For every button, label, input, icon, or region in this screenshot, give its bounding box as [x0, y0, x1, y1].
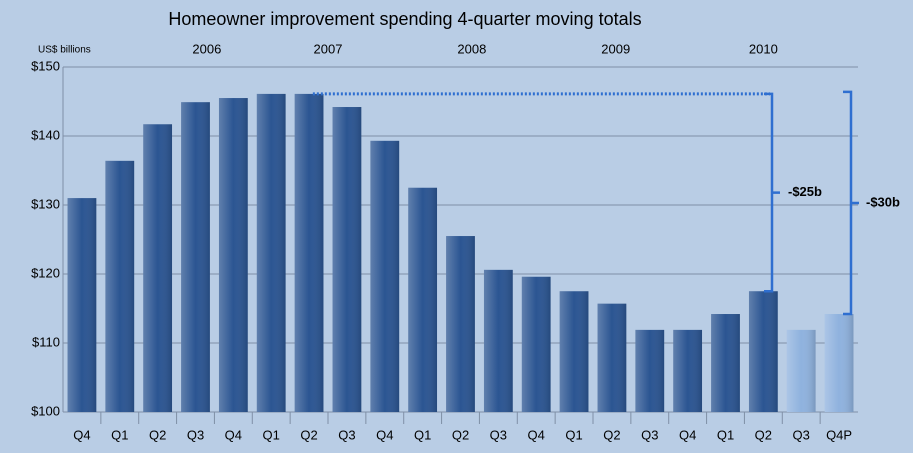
x-tick-label: Q2 [755, 427, 772, 442]
bracket [843, 90, 859, 316]
y-tick-label: $130 [31, 196, 60, 211]
x-tick-label: Q2 [452, 427, 469, 442]
x-tick-label: Q1 [111, 427, 128, 442]
bar-shade [597, 303, 627, 412]
bar-shade [67, 198, 97, 412]
bar-shade [748, 291, 778, 412]
bar-shade [332, 107, 362, 413]
bar-shade [294, 93, 324, 412]
x-tick-label: Q3 [793, 427, 810, 442]
year-label: 2006 [192, 41, 221, 56]
x-tick-label: Q1 [717, 427, 734, 442]
bracket [764, 92, 780, 293]
annotation: -$25b [788, 184, 822, 199]
x-tick-label: Q3 [490, 427, 507, 442]
bar-shade [483, 269, 513, 412]
chart-title: Homeowner improvement spending 4-quarter… [168, 9, 641, 29]
x-tick-label: Q3 [338, 427, 355, 442]
y-axis-label: US$ billions [38, 45, 91, 56]
x-tick-label: Q3 [641, 427, 658, 442]
x-tick-label: Q4 [73, 427, 90, 442]
bar-shade [711, 314, 740, 412]
annotation: -$30b [866, 194, 900, 209]
bar-shade [824, 314, 854, 412]
y-tick-label: $110 [32, 334, 60, 349]
x-tick-label: Q3 [187, 427, 204, 442]
bar-shade [559, 291, 589, 412]
bar-shade [786, 329, 816, 412]
x-tick-label: Q4 [528, 427, 545, 442]
year-label: 2010 [749, 41, 778, 56]
bar-shade [446, 236, 475, 412]
year-label: 2009 [601, 41, 630, 56]
bar-shade [521, 276, 551, 412]
bar-shade [181, 102, 210, 412]
bar-shade [635, 329, 665, 412]
x-tick-label: Q4 [225, 427, 242, 442]
bar-shade [408, 187, 438, 412]
x-tick-label: Q4 [679, 427, 696, 442]
y-tick-label: $100 [31, 403, 60, 418]
y-tick-label: $140 [31, 127, 60, 142]
year-label: 2008 [457, 41, 486, 56]
bar-shade [218, 98, 248, 413]
x-tick-label: Q4 [376, 427, 393, 442]
x-tick-label: Q2 [300, 427, 317, 442]
x-tick-label: Q1 [414, 427, 431, 442]
bar-shade [370, 140, 400, 412]
x-tick-label: Q4P [826, 427, 852, 442]
y-tick-label: $120 [31, 265, 60, 280]
bar-shade [256, 93, 286, 412]
x-tick-label: Q2 [603, 427, 620, 442]
x-tick-label: Q1 [263, 427, 280, 442]
x-tick-label: Q2 [149, 427, 166, 442]
year-label: 2007 [314, 41, 343, 56]
y-tick-label: $150 [31, 58, 60, 73]
bar-shade [105, 160, 135, 412]
bar-shade [673, 329, 703, 412]
bar-shade [143, 124, 173, 413]
x-tick-label: Q1 [565, 427, 582, 442]
